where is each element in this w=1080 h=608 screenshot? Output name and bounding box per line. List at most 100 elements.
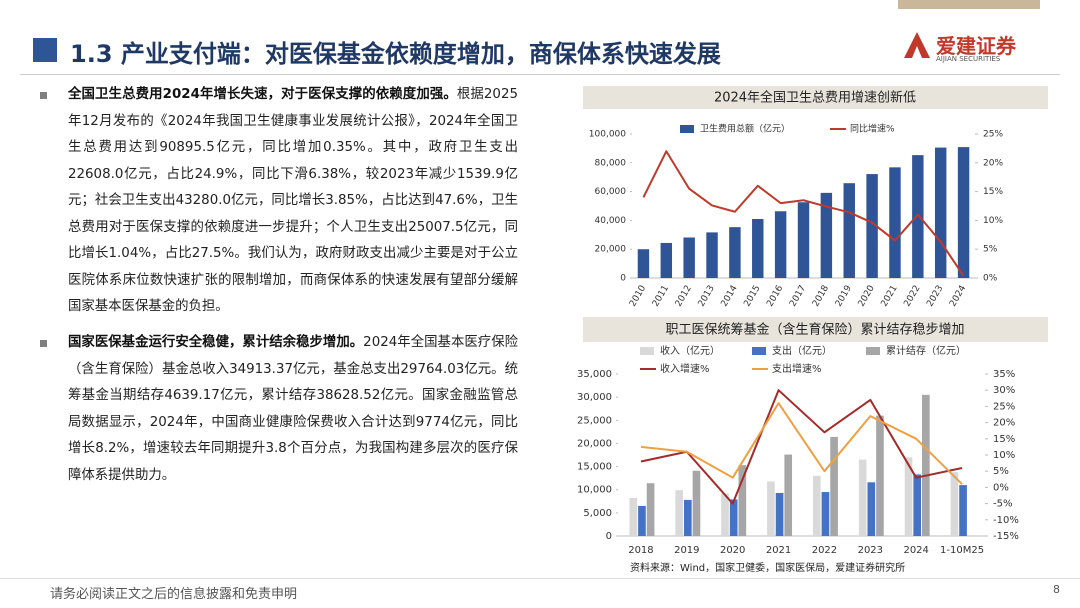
x-tick-label: 2020	[720, 545, 745, 556]
bar	[767, 481, 775, 536]
x-tick-label: 2020	[857, 284, 877, 309]
y-tick-label: 15,000	[577, 462, 612, 473]
bar	[752, 218, 764, 278]
bar	[660, 242, 673, 278]
chart-title-band	[583, 317, 1048, 342]
y2-tick-label: 10%	[983, 216, 1003, 226]
bullet-text: 根据2025年12月发布的《2024年我国卫生健康事业发展统计公报》，2024年…	[68, 87, 518, 314]
x-tick-label: 2012	[674, 284, 694, 309]
line-series	[640, 389, 963, 505]
bar	[637, 249, 650, 278]
y-tick-label: 20,000	[595, 245, 627, 255]
y-tick-label: 10,000	[577, 485, 612, 496]
y-tick-label: 60,000	[595, 187, 627, 197]
bar	[820, 192, 833, 278]
x-tick-label: 2018	[811, 284, 831, 309]
legend-label: 收入（亿元）	[660, 344, 720, 357]
legend-label: 卫生费用总额（亿元）	[700, 123, 790, 135]
bar	[913, 474, 922, 536]
x-tick-label: 2022	[812, 545, 837, 556]
y2-tick-label: 30%	[993, 385, 1015, 396]
y2-tick-label: 20%	[993, 418, 1015, 429]
bar	[950, 472, 959, 536]
bar	[876, 415, 884, 536]
bar	[957, 147, 970, 278]
chart-title-band	[583, 86, 1048, 109]
bullet-lead: 国家医保基金运行安全稳健，累计结余稳步增加。	[68, 335, 364, 350]
bar	[683, 237, 695, 278]
x-tick-label: 2013	[697, 284, 717, 309]
logo-en: AIJIAN SECURITIES	[936, 55, 1001, 63]
bar	[912, 155, 924, 278]
y2-tick-label: -5%	[993, 499, 1012, 510]
bar	[738, 465, 747, 536]
bar	[934, 147, 947, 278]
x-tick-label: 2022	[902, 284, 922, 309]
bar	[629, 498, 638, 536]
line-series	[640, 402, 963, 485]
bar	[683, 499, 692, 536]
y-tick-label: 80,000	[595, 158, 627, 168]
x-tick-label: 2017	[788, 284, 808, 309]
y2-tick-label: 5%	[993, 466, 1009, 477]
x-tick-label: 2011	[651, 284, 671, 309]
y2-tick-label: 5%	[983, 245, 998, 255]
slide-title: 1.3 产业支付端：对医保基金依赖度增加，商保体系快速发展	[70, 40, 721, 68]
y2-tick-label: 20%	[983, 158, 1003, 168]
bar	[922, 394, 930, 536]
bar	[692, 470, 701, 536]
legend-label: 支出增速%	[772, 362, 822, 375]
y2-tick-label: 35%	[993, 369, 1015, 380]
legend-label: 同比增速%	[850, 123, 895, 135]
x-tick-label: 2018	[628, 545, 653, 556]
y2-tick-label: -15%	[993, 531, 1019, 542]
bar	[675, 490, 683, 536]
header-rule	[20, 74, 1060, 75]
x-tick-label: 2015	[742, 284, 762, 309]
y-tick-label: 25,000	[577, 415, 612, 426]
top-bar	[898, 0, 1040, 9]
source-note: 资料来源：Wind，国家卫健委，国家医保局，爱建证券研究所	[630, 561, 905, 574]
y-tick-label: 20,000	[577, 438, 612, 449]
y2-tick-label: 0%	[993, 482, 1009, 493]
x-tick-label: 2021	[880, 284, 900, 309]
bar	[774, 211, 787, 278]
legend-swatch	[680, 125, 694, 133]
bar	[889, 167, 901, 278]
bar	[775, 492, 784, 536]
bar	[729, 227, 741, 278]
legend-label: 支出（亿元）	[772, 344, 832, 357]
y2-tick-label: 25%	[993, 401, 1015, 412]
x-tick-label: 2023	[858, 545, 883, 556]
legend-label: 收入增速%	[660, 362, 710, 375]
disclaimer: 请务必阅读正文之后的信息披露和免责申明	[50, 587, 298, 602]
legend-swatch	[866, 347, 880, 355]
x-tick-label: 1-10M25	[940, 545, 984, 556]
y2-tick-label: 25%	[983, 130, 1003, 140]
line-series	[642, 150, 965, 277]
bar	[904, 457, 913, 536]
x-tick-label: 2023	[925, 284, 945, 309]
legend-label: 累计结存（亿元）	[886, 344, 966, 357]
bar	[959, 485, 967, 536]
y-tick-label: 0	[606, 531, 612, 542]
y-tick-label: 100,000	[589, 130, 626, 140]
y-tick-label: 35,000	[577, 369, 612, 380]
bar	[706, 232, 718, 278]
footer-rule	[0, 578, 1080, 579]
bar	[843, 183, 855, 278]
title-marker	[33, 38, 57, 62]
bar	[729, 499, 738, 536]
y2-tick-label: 0%	[983, 274, 998, 284]
bar	[638, 505, 646, 536]
chart-title: 职工医保统筹基金（含生育保险）累计结存稳步增加	[665, 322, 964, 338]
x-tick-label: 2021	[766, 545, 791, 556]
x-tick-label: 2024	[948, 284, 968, 309]
logo-text: 爱建证券	[936, 34, 1016, 58]
bar	[784, 454, 793, 536]
x-tick-label: 2019	[674, 545, 699, 556]
y-tick-label: 30,000	[577, 392, 612, 403]
bar	[721, 493, 729, 536]
x-tick-label: 2010	[628, 284, 648, 309]
y2-tick-label: 15%	[983, 187, 1003, 197]
